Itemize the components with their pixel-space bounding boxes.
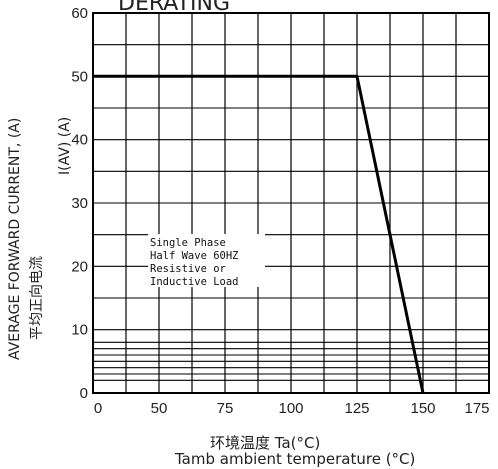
y-axis-ticks: 0 10 20 30 40 50 60 [71,5,88,402]
y-axis-label-cn: 平均正向电流 [29,256,45,340]
y-tick-label: 60 [71,5,88,22]
plot-frame [92,12,490,394]
y-tick-label: 40 [71,132,88,149]
x-tick-label: 100 [278,400,303,417]
y-tick-label: 0 [80,385,88,402]
annotation-background [148,234,265,287]
x-axis-ticks: 0 50 75 100 125 150 175 [94,400,490,417]
annotation-box: Single Phase Half Wave 60HZ Resistive or… [148,234,265,288]
derating-curve [93,74,425,394]
data-series [93,74,425,394]
x-axis-label-cn: 环境温度 Ta(°C) [210,434,320,452]
x-tick-label: 75 [217,400,234,417]
y-axis-label-symbol: I(AV) (A) [57,117,73,175]
x-tick-label: 0 [94,400,102,417]
x-tick-label: 125 [344,400,369,417]
annotation-line-2: Half Wave 60HZ [150,250,239,262]
chart-grid [92,13,490,393]
annotation-line-3: Resistive or [150,263,226,275]
y-tick-label: 20 [71,258,88,275]
y-tick-label: 30 [71,195,88,212]
y-tick-label: 50 [71,68,88,85]
annotation-line-4: Inductive Load [150,276,239,288]
y-axis-label-en: AVERAGE FORWARD CURRENT, (A) [7,118,23,360]
x-tick-label: 175 [464,400,489,417]
x-axis-label-en: Tamb ambient temperature (°C) [174,450,415,468]
x-tick-label: 50 [151,400,168,417]
x-tick-label: 150 [410,400,435,417]
annotation-line-1: Single Phase [150,237,226,249]
y-tick-label: 10 [71,322,88,339]
